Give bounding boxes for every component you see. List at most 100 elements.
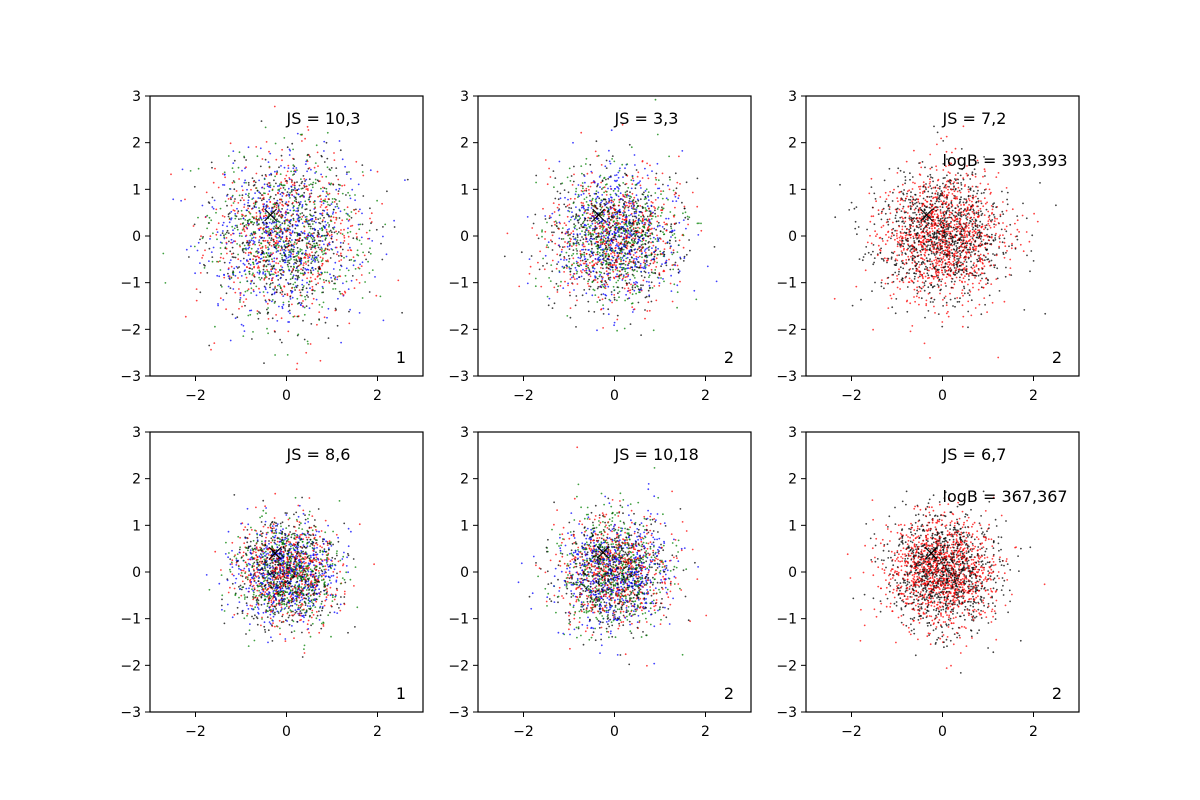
scatter-point bbox=[1009, 267, 1012, 269]
scatter-point bbox=[290, 190, 293, 193]
scatter-point bbox=[585, 187, 588, 190]
scatter-point bbox=[277, 220, 279, 223]
scatter-point bbox=[656, 237, 659, 239]
scatter-point bbox=[654, 209, 656, 212]
scatter-point bbox=[583, 226, 586, 229]
scatter-point bbox=[661, 253, 663, 256]
scatter-point bbox=[232, 252, 235, 255]
scatter-point bbox=[591, 222, 594, 225]
scatter-point bbox=[633, 212, 636, 215]
scatter-point bbox=[216, 274, 219, 277]
scatter-point bbox=[230, 277, 233, 279]
scatter-point bbox=[576, 277, 578, 280]
scatter-point bbox=[279, 252, 282, 255]
scatter-point bbox=[281, 200, 284, 203]
scatter-point bbox=[263, 362, 265, 364]
scatter-point bbox=[268, 165, 271, 168]
scatter-point bbox=[554, 177, 557, 180]
scatter-point bbox=[281, 293, 283, 296]
scatter-point bbox=[574, 224, 577, 227]
scatter-point bbox=[667, 184, 669, 187]
scatter-point bbox=[580, 194, 583, 196]
scatter-point bbox=[290, 252, 293, 255]
scatter-point bbox=[968, 222, 971, 225]
scatter-point bbox=[628, 200, 631, 202]
scatter-point bbox=[273, 179, 275, 182]
scatter-point bbox=[317, 218, 320, 221]
scatter-point bbox=[295, 243, 298, 245]
y-tick-label: 0 bbox=[460, 229, 469, 245]
scatter-point bbox=[260, 242, 263, 245]
scatter-point bbox=[327, 203, 329, 206]
scatter-point bbox=[266, 200, 268, 203]
scatter-point bbox=[623, 233, 626, 236]
scatter-point bbox=[857, 226, 860, 228]
scatter-point bbox=[228, 212, 231, 215]
scatter-point bbox=[270, 270, 273, 273]
scatter-point bbox=[307, 257, 309, 259]
scatter-point bbox=[254, 203, 257, 206]
scatter-point bbox=[256, 155, 259, 158]
scatter-point bbox=[569, 219, 572, 221]
scatter-point bbox=[889, 294, 892, 297]
scatter-point bbox=[567, 209, 569, 212]
scatter-point bbox=[654, 183, 657, 186]
scatter-point bbox=[617, 190, 620, 192]
scatter-point bbox=[210, 161, 213, 164]
scatter-point bbox=[382, 319, 385, 322]
scatter-point bbox=[291, 277, 294, 280]
scatter-point bbox=[273, 205, 276, 208]
scatter-point bbox=[300, 218, 303, 221]
scatter-point bbox=[607, 239, 609, 242]
scatter-point bbox=[229, 250, 232, 253]
scatter-point bbox=[263, 224, 265, 226]
scatter-point bbox=[627, 287, 630, 290]
scatter-point bbox=[279, 277, 282, 280]
scatter-point bbox=[582, 220, 585, 223]
scatter-point bbox=[622, 276, 625, 278]
scatter-point bbox=[249, 258, 252, 261]
scatter-point bbox=[291, 296, 294, 299]
scatter-point bbox=[295, 167, 298, 169]
scatter-point bbox=[284, 212, 287, 214]
scatter-point bbox=[952, 188, 954, 191]
scatter-point bbox=[586, 227, 588, 230]
scatter-point bbox=[288, 219, 290, 222]
scatter-point bbox=[258, 219, 261, 221]
scatter-point bbox=[323, 161, 326, 163]
scatter-point bbox=[937, 241, 940, 244]
scatter-point bbox=[301, 252, 304, 255]
scatter-point bbox=[602, 313, 605, 315]
scatter-point bbox=[1003, 237, 1006, 240]
scatter-point bbox=[993, 266, 996, 269]
scatter-point bbox=[927, 244, 929, 247]
scatter-point bbox=[688, 216, 691, 219]
scatter-point bbox=[281, 203, 283, 206]
scatter-point bbox=[303, 236, 306, 239]
scatter-point bbox=[569, 233, 571, 236]
scatter-point bbox=[267, 225, 270, 228]
scatter-point bbox=[343, 228, 345, 231]
scatter-point bbox=[314, 259, 317, 261]
scatter-point bbox=[602, 251, 604, 254]
scatter-point bbox=[275, 268, 277, 271]
scatter-point bbox=[259, 227, 261, 230]
scatter-point bbox=[254, 231, 257, 233]
scatter-point bbox=[579, 233, 581, 235]
scatter-point bbox=[570, 238, 572, 241]
scatter-point bbox=[645, 295, 648, 298]
scatter-point bbox=[681, 150, 684, 152]
scatter-point bbox=[615, 174, 618, 176]
scatter-point bbox=[615, 226, 617, 229]
scatter-point bbox=[632, 219, 635, 221]
scatter-point bbox=[313, 200, 316, 203]
scatter-point bbox=[322, 186, 324, 189]
scatter-point bbox=[281, 148, 283, 151]
scatter-point bbox=[598, 219, 600, 222]
scatter-point bbox=[619, 256, 622, 259]
scatter-point bbox=[596, 329, 598, 332]
scatter-point bbox=[599, 285, 602, 288]
scatter-point bbox=[225, 231, 228, 234]
scatter-point bbox=[280, 213, 283, 216]
scatter-point bbox=[601, 188, 603, 190]
